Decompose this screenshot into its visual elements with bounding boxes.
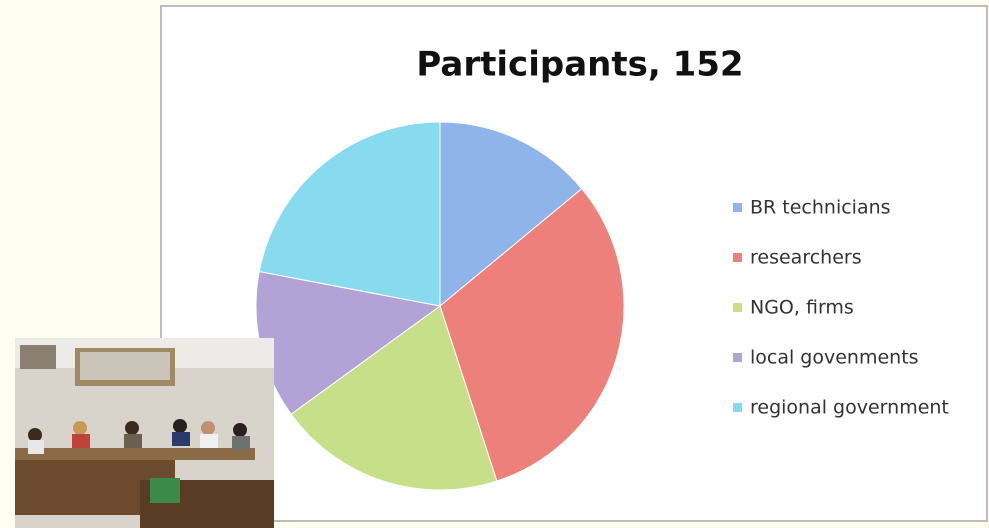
slide: Participants, 152 BR technicians research… bbox=[0, 0, 989, 528]
chart-title: Participants, 152 bbox=[416, 45, 743, 85]
photo bbox=[15, 338, 274, 528]
legend-swatch bbox=[733, 353, 742, 362]
legend-label: NGO, firms bbox=[750, 297, 854, 319]
legend-label: local govenments bbox=[750, 347, 919, 369]
legend-label: regional government bbox=[750, 397, 949, 419]
legend-swatch bbox=[733, 303, 742, 312]
legend-label: researchers bbox=[750, 247, 862, 269]
legend-swatch bbox=[733, 203, 742, 212]
legend-swatch bbox=[733, 403, 742, 412]
chart: Participants, 152 BR technicians research… bbox=[0, 0, 989, 528]
legend-label: BR technicians bbox=[750, 197, 891, 219]
legend-swatch bbox=[733, 253, 742, 262]
